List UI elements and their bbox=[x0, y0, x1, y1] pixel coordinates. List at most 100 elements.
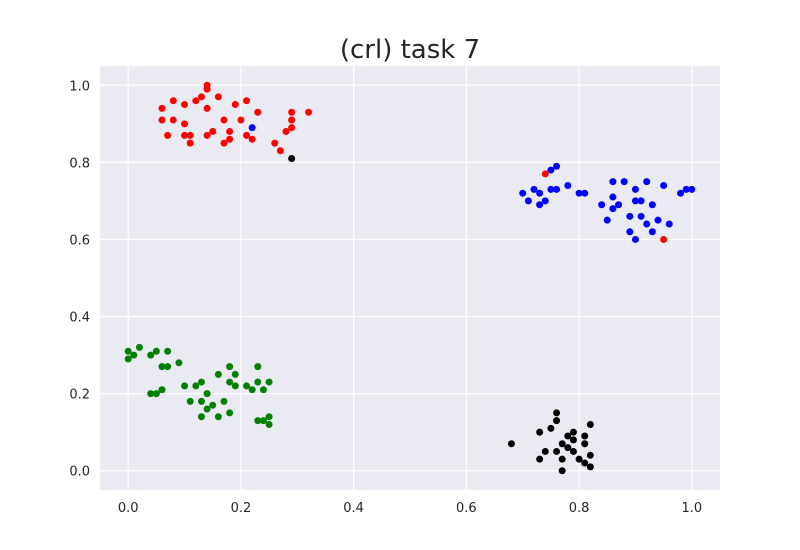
scatter-point bbox=[254, 363, 262, 371]
scatter-point bbox=[637, 212, 645, 220]
scatter-point bbox=[231, 382, 239, 390]
scatter-point bbox=[186, 397, 194, 405]
scatter-point bbox=[243, 97, 251, 105]
scatter-point bbox=[214, 93, 222, 101]
scatter-point bbox=[226, 378, 234, 386]
scatter-point bbox=[203, 405, 211, 413]
scatter-point bbox=[603, 216, 611, 224]
plot-area bbox=[100, 66, 720, 490]
scatter-point bbox=[209, 128, 217, 136]
scatter-point bbox=[226, 128, 234, 136]
scatter-point bbox=[631, 235, 639, 243]
scatter-point bbox=[536, 201, 544, 209]
scatter-point bbox=[615, 201, 623, 209]
scatter-point bbox=[254, 108, 262, 116]
scatter-point bbox=[507, 440, 515, 448]
scatter-point bbox=[288, 124, 296, 132]
scatter-point bbox=[626, 212, 634, 220]
scatter-point bbox=[254, 378, 262, 386]
scatter-point bbox=[169, 116, 177, 124]
y-tick-label: 1.0 bbox=[69, 79, 90, 94]
scatter-point bbox=[553, 162, 561, 170]
scatter-point bbox=[147, 390, 155, 398]
scatter-point bbox=[220, 397, 228, 405]
chart-title: (crl) task 7 bbox=[340, 35, 480, 65]
x-tick-label: 1.0 bbox=[681, 501, 702, 516]
scatter-point bbox=[197, 413, 205, 421]
scatter-point bbox=[231, 101, 239, 109]
scatter-point bbox=[248, 386, 256, 394]
scatter-point bbox=[648, 201, 656, 209]
scatter-point bbox=[152, 347, 160, 355]
scatter-point bbox=[243, 382, 251, 390]
scatter-point bbox=[654, 216, 662, 224]
scatter-point bbox=[254, 417, 262, 425]
scatter-point bbox=[226, 409, 234, 417]
scatter-point bbox=[553, 447, 561, 455]
data-points bbox=[124, 81, 696, 475]
scatter-point bbox=[220, 116, 228, 124]
scatter-point bbox=[541, 447, 549, 455]
scatter-point bbox=[243, 131, 251, 139]
scatter-point bbox=[688, 185, 696, 193]
scatter-point bbox=[186, 131, 194, 139]
scatter-point bbox=[609, 178, 617, 186]
scatter-point bbox=[643, 178, 651, 186]
scatter-point bbox=[677, 189, 685, 197]
scatter-point bbox=[631, 185, 639, 193]
scatter-point bbox=[181, 120, 189, 128]
scatter-point bbox=[558, 455, 566, 463]
scatter-point bbox=[575, 189, 583, 197]
scatter-point bbox=[541, 197, 549, 205]
scatter-point bbox=[203, 131, 211, 139]
scatter-point bbox=[558, 440, 566, 448]
scatter-point bbox=[265, 413, 273, 421]
scatter-point bbox=[158, 116, 166, 124]
scatter-point bbox=[147, 351, 155, 359]
scatter-point bbox=[197, 397, 205, 405]
scatter-point bbox=[547, 185, 555, 193]
scatter-point bbox=[158, 386, 166, 394]
scatter-point bbox=[626, 228, 634, 236]
scatter-point bbox=[581, 440, 589, 448]
scatter-point bbox=[553, 185, 561, 193]
x-tick-label: 0.6 bbox=[456, 501, 477, 516]
scatter-point bbox=[553, 409, 561, 417]
scatter-point bbox=[609, 193, 617, 201]
scatter-point bbox=[192, 382, 200, 390]
scatter-point bbox=[564, 432, 572, 440]
scatter-point bbox=[181, 101, 189, 109]
scatter-point bbox=[288, 116, 296, 124]
scatter-point bbox=[124, 355, 132, 363]
scatter-point bbox=[569, 436, 577, 444]
scatter-point bbox=[197, 378, 205, 386]
scatter-point bbox=[586, 463, 594, 471]
scatter-point bbox=[553, 417, 561, 425]
y-tick-label: 0.8 bbox=[69, 156, 90, 171]
scatter-point bbox=[226, 135, 234, 143]
scatter-point bbox=[282, 128, 290, 136]
y-tick-label: 0.2 bbox=[69, 388, 90, 403]
scatter-point bbox=[231, 370, 239, 378]
scatter-point bbox=[214, 370, 222, 378]
scatter-point bbox=[648, 228, 656, 236]
scatter-point bbox=[271, 139, 279, 147]
scatter-point bbox=[305, 108, 313, 116]
scatter-point bbox=[660, 181, 668, 189]
scatter-point bbox=[164, 131, 172, 139]
scatter-point bbox=[564, 444, 572, 452]
scatter-point bbox=[575, 455, 583, 463]
scatter-point bbox=[682, 185, 690, 193]
x-tick-label: 0.0 bbox=[118, 501, 139, 516]
scatter-point bbox=[609, 205, 617, 213]
scatter-point bbox=[288, 108, 296, 116]
scatter-point bbox=[598, 201, 606, 209]
y-tick-label: 0.4 bbox=[69, 311, 90, 326]
scatter-point bbox=[175, 359, 183, 367]
scatter-point bbox=[620, 178, 628, 186]
scatter-point bbox=[581, 432, 589, 440]
scatter-point bbox=[214, 413, 222, 421]
scatter-point bbox=[209, 401, 217, 409]
scatter-point bbox=[130, 351, 138, 359]
scatter-point bbox=[536, 428, 544, 436]
